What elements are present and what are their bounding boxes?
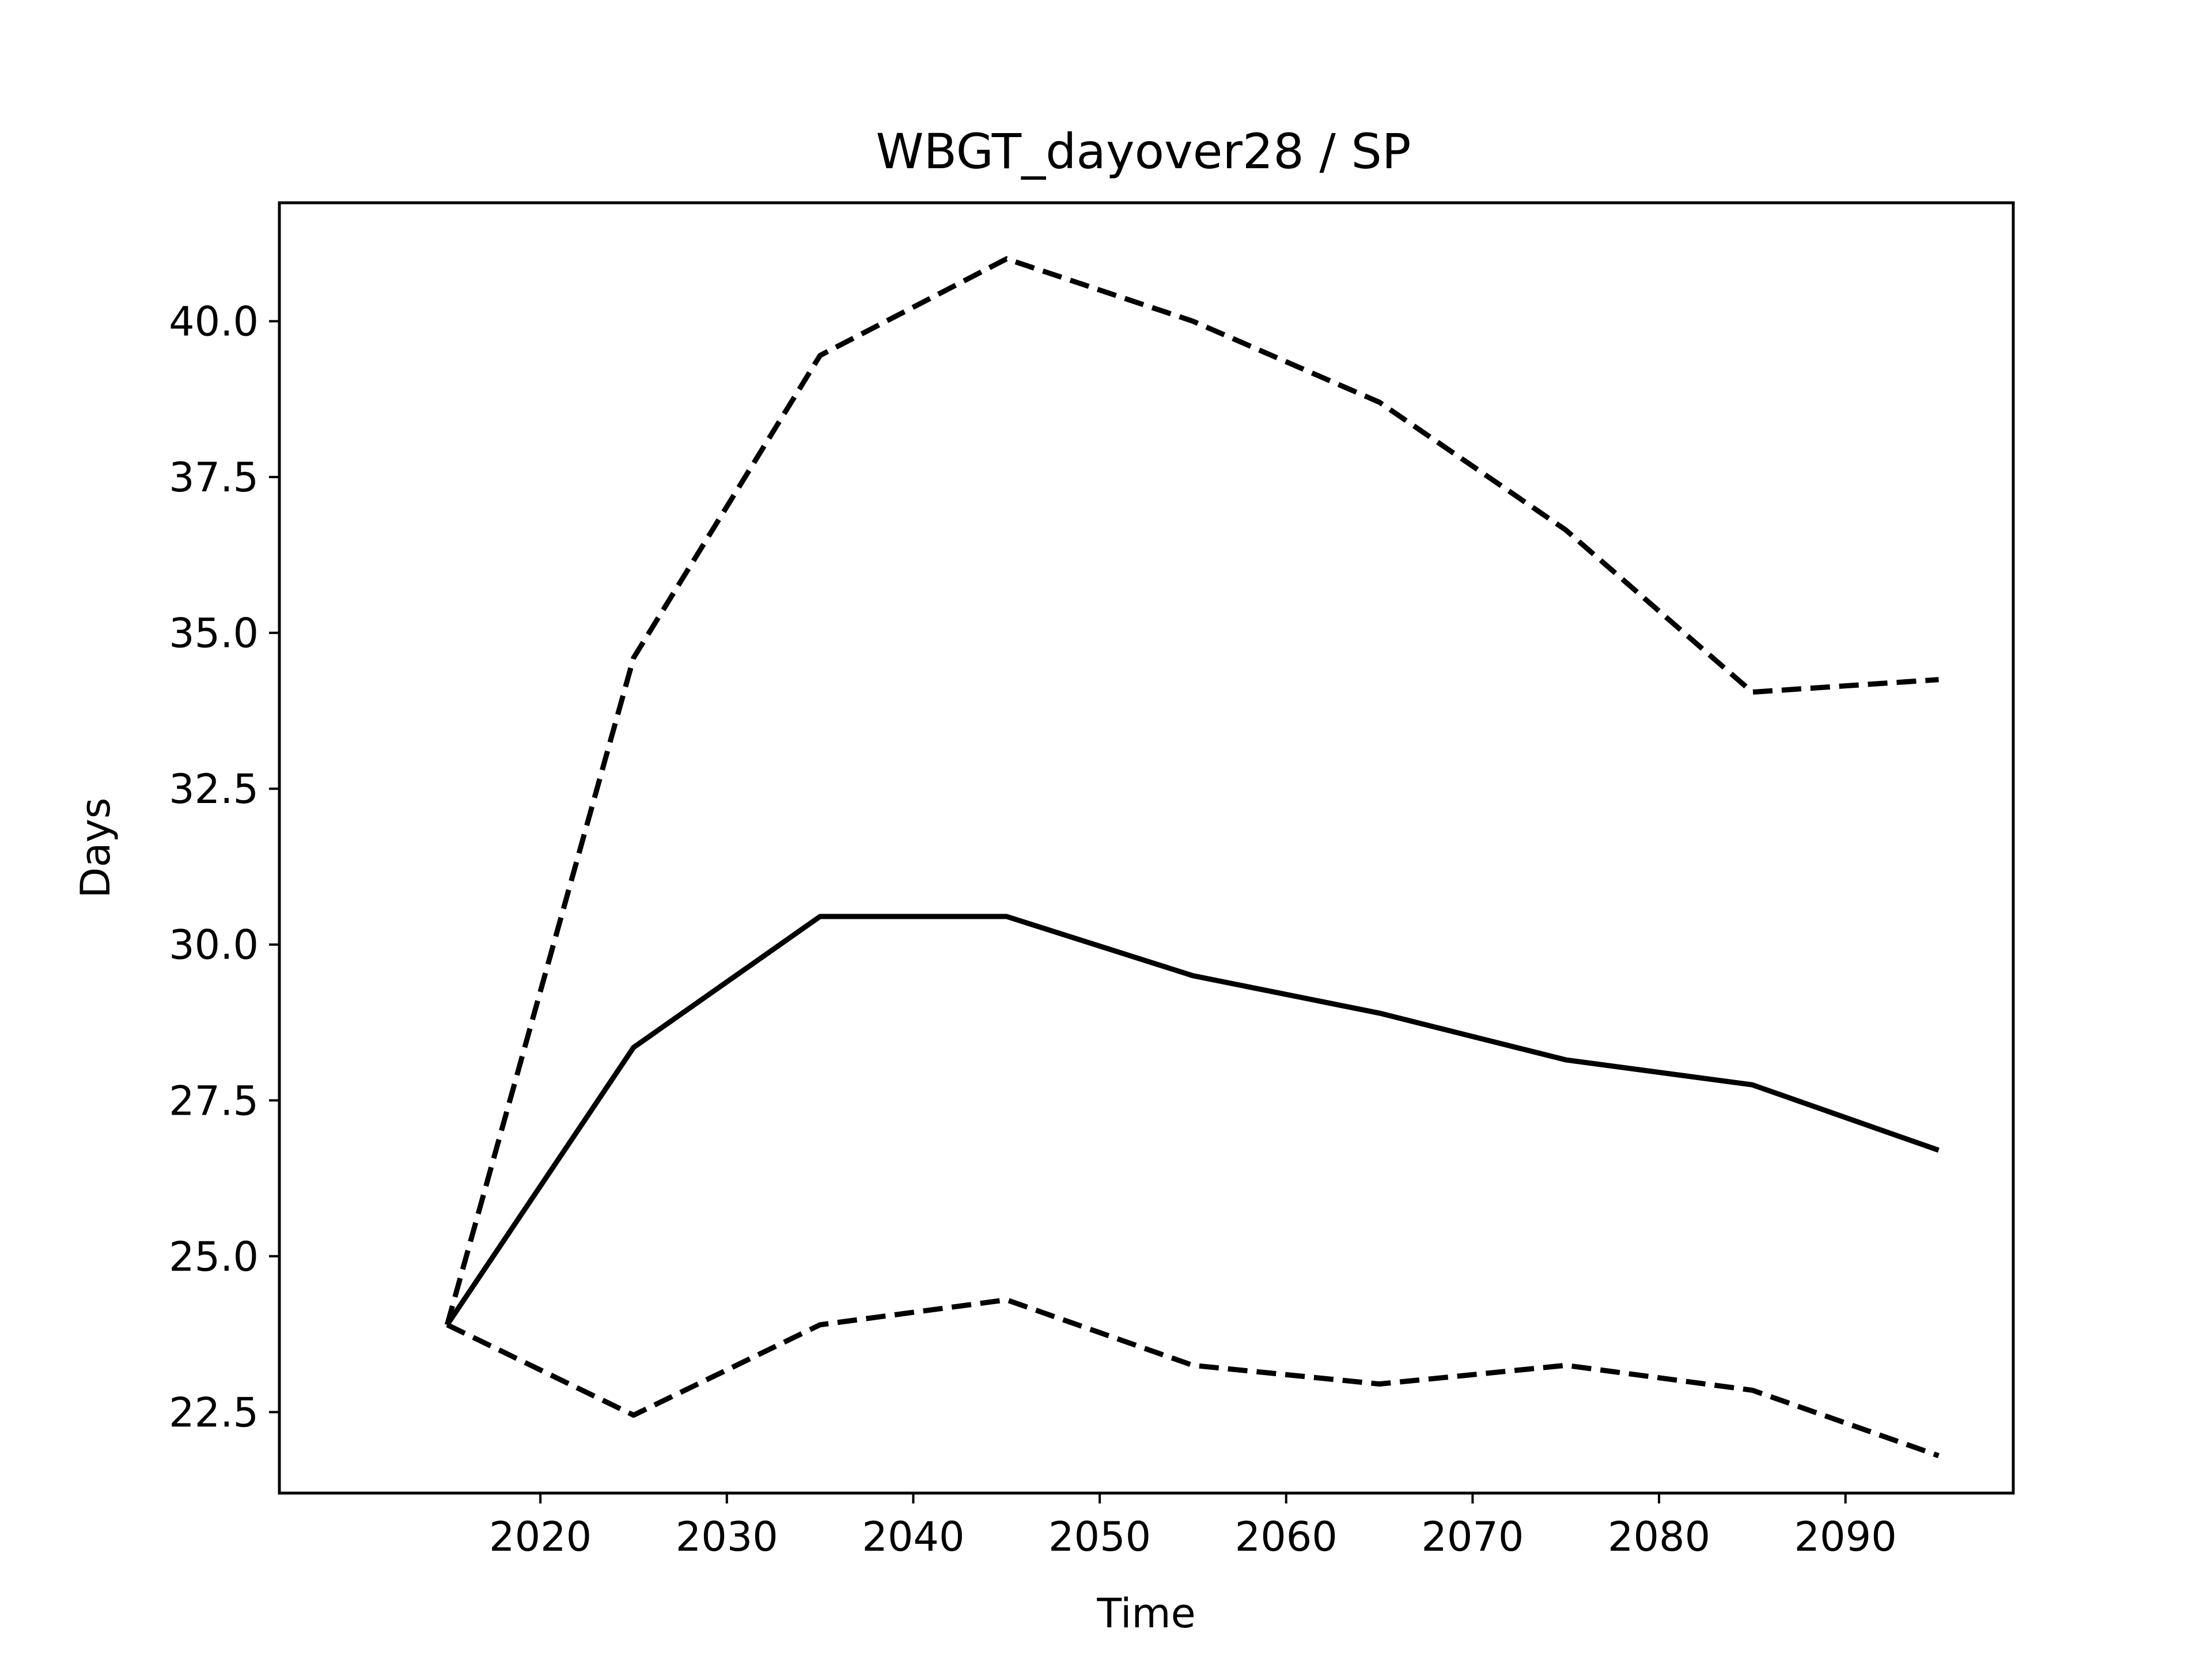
x-tick-label: 2080 [1608,1513,1710,1560]
solid-series-line-0 [445,914,1940,1327]
y-axis-title: Days [72,798,119,899]
y-tick-label: 40.0 [169,298,259,346]
plot-frame [278,201,2015,1495]
x-tick-label: 2040 [862,1513,964,1560]
y-tick-label: 25.0 [169,1233,259,1281]
dashed-series-line-1 [444,256,1939,1326]
x-tick-label: 2030 [676,1513,778,1560]
dashed-series-line-2 [446,1297,1940,1459]
y-tick-label: 22.5 [169,1389,259,1436]
x-tick-label: 2060 [1235,1513,1338,1560]
x-tick-label: 2020 [489,1513,592,1560]
y-tick-label: 32.5 [169,766,259,813]
y-tick-label: 37.5 [169,454,259,501]
x-tick-label: 2090 [1794,1513,1897,1560]
y-tick-label: 30.0 [169,922,259,969]
x-axis-ticks: 2020 2030 2040 2050 2060 2070 2080 2090 [489,1493,1897,1560]
chart-title: WBGT_dayover28 / SP [876,123,1411,180]
y-tick-label: 27.5 [169,1077,259,1124]
y-axis-ticks: 22.5 25.0 27.5 30.0 32.5 35.0 37.5 40.0 [169,298,279,1436]
series-layer [444,256,1940,1459]
x-tick-label: 2050 [1048,1513,1151,1560]
y-tick-label: 35.0 [169,610,259,657]
x-tick-label: 2070 [1421,1513,1524,1560]
x-axis-title: Time [1096,1590,1195,1637]
